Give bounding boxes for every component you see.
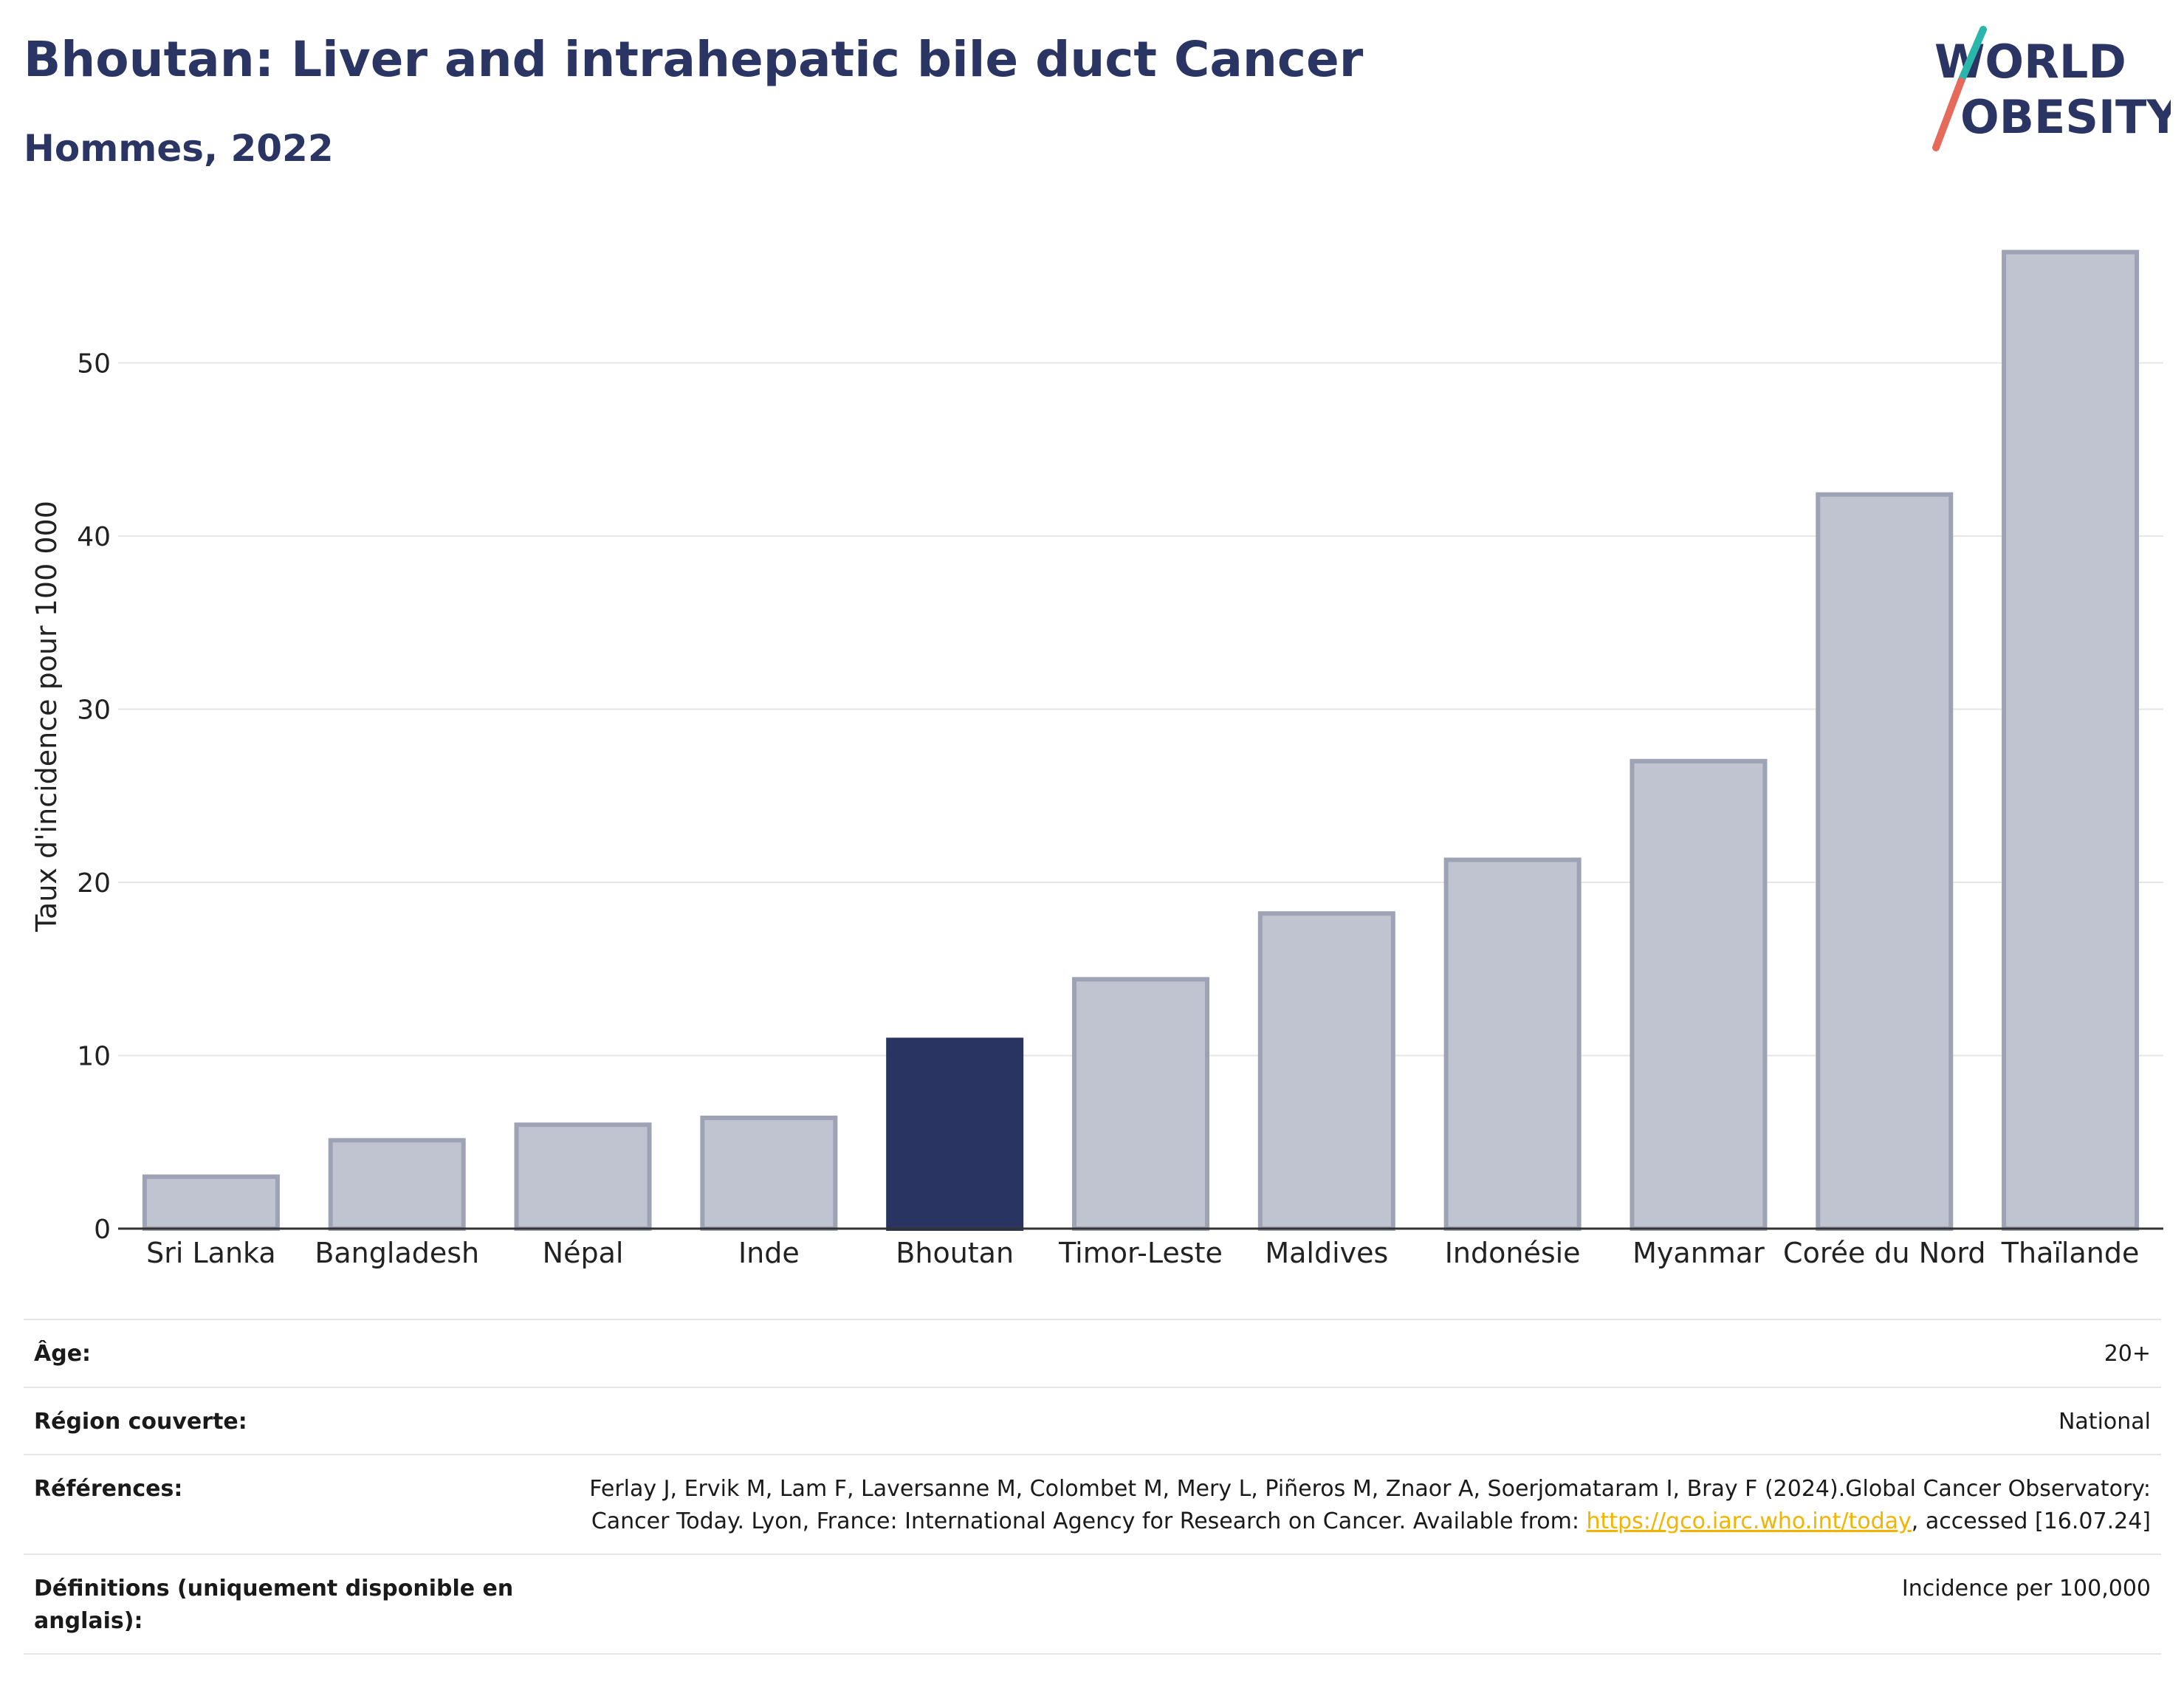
- bar-timor-leste: [1072, 977, 1209, 1231]
- y-tick-label: 40: [77, 522, 111, 552]
- svg-text:OBESITY: OBESITY: [1960, 90, 2171, 144]
- x-tick-label: Myanmar: [1632, 1237, 1765, 1269]
- meta-value: Ferlay J, Ervik M, Lam F, Laversanne M, …: [536, 1473, 2151, 1537]
- meta-label: Définitions (uniquement disponible en an…: [34, 1576, 514, 1634]
- x-tick-label: Sri Lanka: [146, 1237, 276, 1269]
- world-obesity-logo: WORLD OBESITY: [1932, 26, 2171, 151]
- bar-indon-sie: [1443, 857, 1582, 1231]
- y-axis-ticks: 0 10 20 30 40 50: [77, 349, 111, 1246]
- y-tick-label: 0: [94, 1215, 111, 1245]
- bar-bhoutan: [886, 1037, 1024, 1232]
- meta-value: National: [2058, 1408, 2151, 1435]
- meta-label: Âge:: [34, 1341, 92, 1367]
- y-axis-title: Taux d'incidence pour 100 000: [30, 501, 63, 933]
- meta-label: Références:: [34, 1476, 183, 1502]
- y-tick-label: 20: [77, 868, 111, 899]
- bar-bangladesh: [328, 1138, 466, 1232]
- bar-maldives: [1257, 911, 1395, 1231]
- bar-cor-e-du-nord: [1816, 492, 1954, 1231]
- bar-n-pal: [514, 1122, 652, 1232]
- meta-row-region: Région couverte: National: [24, 1386, 2161, 1455]
- meta-row-definitions: Définitions (uniquement disponible en an…: [24, 1553, 2161, 1655]
- page-title: Bhoutan: Liver and intrahepatic bile duc…: [24, 31, 1364, 88]
- y-tick-label: 50: [77, 349, 111, 380]
- meta-value: Incidence per 100,000: [1901, 1576, 2151, 1601]
- bar-tha-lande: [2002, 250, 2140, 1231]
- reference-link[interactable]: https://gco.iarc.who.int/today: [1586, 1508, 1912, 1534]
- meta-value: 20+: [2104, 1341, 2151, 1367]
- bars: [142, 250, 2140, 1232]
- x-tick-label: Thaïlande: [2001, 1237, 2140, 1269]
- bar-inde: [700, 1115, 838, 1232]
- x-tick-label: Bhoutan: [896, 1237, 1014, 1269]
- x-tick-label: Timor-Leste: [1058, 1237, 1223, 1269]
- page-subtitle: Hommes, 2022: [24, 127, 334, 170]
- x-tick-label: Inde: [738, 1237, 800, 1269]
- x-axis-labels: Sri Lanka Bangladesh Népal Inde Bhoutan Timor…: [146, 1237, 2139, 1269]
- y-tick-label: 10: [77, 1042, 111, 1072]
- x-tick-label: Népal: [543, 1237, 624, 1269]
- x-tick-label: Corée du Nord: [1783, 1237, 1985, 1269]
- x-tick-label: Bangladesh: [315, 1237, 479, 1269]
- reference-text: Ferlay J, Ervik M, Lam F, Laversanne M, …: [589, 1476, 2151, 1534]
- meta-row-age: Âge: 20+: [24, 1319, 2161, 1387]
- metadata-table: Âge: 20+ Région couverte: National Référ…: [24, 1319, 2161, 1655]
- bar-sri-lanka: [142, 1174, 280, 1232]
- x-tick-label: Maldives: [1265, 1237, 1388, 1269]
- bar-chart: 0 10 20 30 40 50 Sri Lanka Bangladesh Népal Inde…: [30, 250, 2163, 1269]
- meta-row-references: Références: Ferlay J, Ervik M, Lam F, La…: [24, 1454, 2161, 1553]
- meta-label: Région couverte:: [34, 1408, 247, 1435]
- y-tick-label: 30: [77, 696, 111, 726]
- bar-myanmar: [1630, 758, 1768, 1231]
- x-tick-label: Indonésie: [1445, 1237, 1581, 1269]
- reference-accessed: , accessed [16.07.24]: [1911, 1508, 2151, 1534]
